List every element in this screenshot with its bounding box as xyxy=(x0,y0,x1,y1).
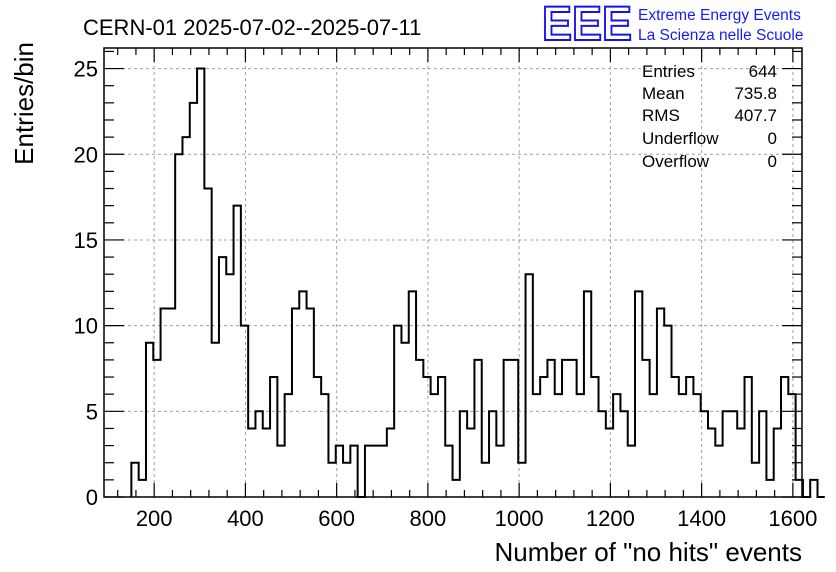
y-tick-label: 20 xyxy=(74,142,98,167)
eee-logo: EEE Extreme Energy Events La Scienza nel… xyxy=(541,0,803,52)
y-tick-label: 0 xyxy=(86,485,98,510)
stat-label-overflow: Overflow xyxy=(642,152,710,171)
grid-lines xyxy=(104,48,802,497)
stat-label-mean: Mean xyxy=(642,84,685,103)
plot-frame xyxy=(103,47,803,498)
x-tick-label: 1200 xyxy=(586,506,635,531)
y-tick-label: 10 xyxy=(74,314,98,339)
x-tick-label: 400 xyxy=(227,506,264,531)
stat-label-rms: RMS xyxy=(642,106,680,125)
y-tick-labels: 0 5 10 15 20 25 xyxy=(74,57,98,510)
y-tick-label: 5 xyxy=(86,399,98,424)
stat-value-entries: 644 xyxy=(749,62,777,81)
x-tick-label: 1600 xyxy=(768,506,817,531)
chart-title: CERN-01 2025-07-02--2025-07-11 xyxy=(83,15,421,40)
stat-value-rms: 407.7 xyxy=(734,106,777,125)
y-axis-label: Entries/bin xyxy=(9,42,39,165)
histogram-step-line xyxy=(130,67,825,498)
x-tick-label: 600 xyxy=(318,506,355,531)
x-tick-label: 1000 xyxy=(495,506,544,531)
stats-box: Entries 644 Mean 735.8 RMS 407.7 Underfl… xyxy=(642,62,777,171)
x-axis-label: Number of "no hits" events xyxy=(495,537,803,567)
stat-label-underflow: Underflow xyxy=(642,129,719,148)
stat-value-underflow: 0 xyxy=(768,129,777,148)
x-tick-label: 800 xyxy=(410,506,447,531)
eee-logo-mark: EEE xyxy=(542,0,632,51)
eee-logo-line1: Extreme Energy Events xyxy=(638,7,801,24)
eee-logo-line2: La Scienza nelle Scuole xyxy=(638,27,803,44)
y-tick-label: 15 xyxy=(74,228,98,253)
x-tick-label: 1400 xyxy=(677,506,726,531)
x-tick-label: 200 xyxy=(136,506,173,531)
stat-label-entries: Entries xyxy=(642,62,695,81)
axis-ticks xyxy=(104,48,802,498)
stat-value-mean: 735.8 xyxy=(734,84,777,103)
x-tick-labels: 200 400 600 800 1000 1200 1400 1600 xyxy=(136,506,818,531)
stat-value-overflow: 0 xyxy=(768,152,777,171)
y-tick-label: 25 xyxy=(74,57,98,82)
